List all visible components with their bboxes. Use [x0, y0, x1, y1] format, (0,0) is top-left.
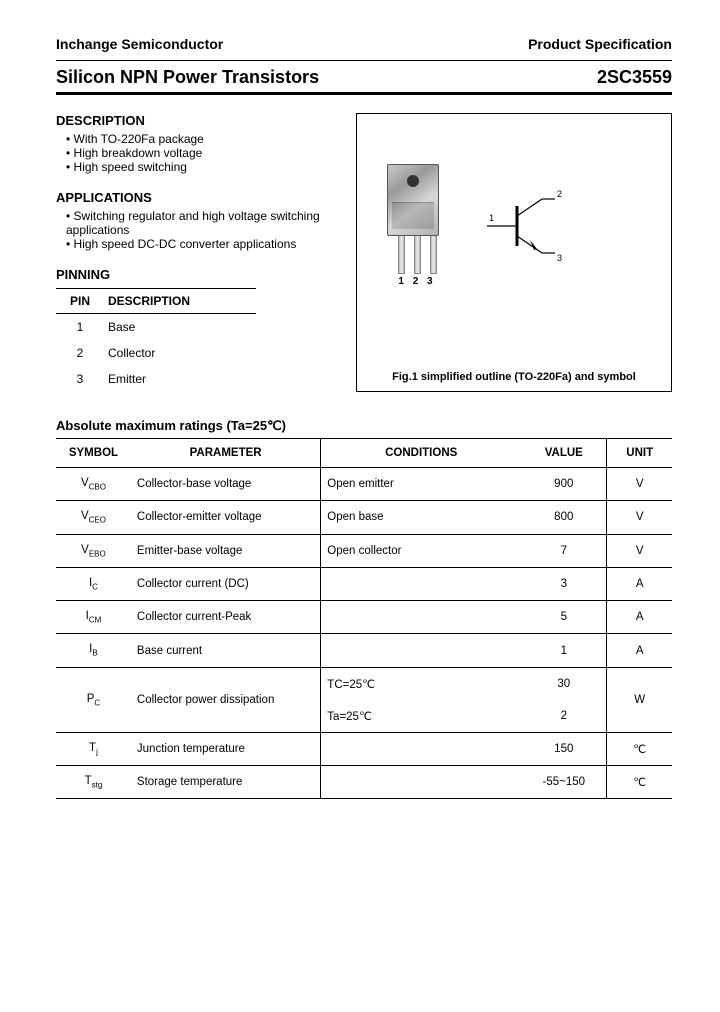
ratings-table: SYMBOL PARAMETER CONDITIONS VALUE UNIT V…: [56, 438, 672, 799]
leads: [387, 234, 447, 274]
pin-col-header: PIN: [56, 289, 104, 314]
list-item: High breakdown voltage: [66, 146, 346, 160]
list-item: With TO-220Fa package: [66, 132, 346, 146]
col-symbol: SYMBOL: [56, 439, 131, 468]
lead: [430, 234, 437, 274]
product-title: Silicon NPN Power Transistors: [56, 67, 319, 88]
lead: [398, 234, 405, 274]
figure-box: 1 2 3 1 2 3: [356, 113, 672, 392]
applications-heading: APPLICATIONS: [56, 190, 346, 205]
figure-caption: Fig.1 simplified outline (TO-220Fa) and …: [357, 371, 671, 383]
description-heading: DESCRIPTION: [56, 113, 346, 128]
list-item: Switching regulator and high voltage swi…: [66, 209, 346, 237]
col-unit: UNIT: [607, 439, 672, 468]
lead-labels: 1 2 3: [387, 276, 447, 287]
title-row: Silicon NPN Power Transistors 2SC3559: [56, 67, 672, 88]
package-drawing: 1 2 3: [387, 164, 447, 287]
col-parameter: PARAMETER: [131, 439, 321, 468]
pinning-heading: PINNING: [56, 267, 346, 282]
table-row: Tstg Storage temperature -55~150 ℃: [56, 766, 672, 799]
pin-num: 2: [56, 340, 104, 366]
table-row: ICM Collector current-Peak 5 A: [56, 601, 672, 634]
pinning-table: PIN DESCRIPTION 1 Base 2 Collector 3 Emi…: [56, 288, 256, 392]
table-row: VCBO Collector-base voltage Open emitter…: [56, 468, 672, 501]
table-row: Tj Junction temperature 150 ℃: [56, 732, 672, 765]
pin-num: 3: [56, 366, 104, 392]
table-row: IC Collector current (DC) 3 A: [56, 567, 672, 600]
table-row: VEBO Emitter-base voltage Open collector…: [56, 534, 672, 567]
datasheet-page: Inchange Semiconductor Product Specifica…: [0, 0, 720, 819]
left-column: DESCRIPTION With TO-220Fa package High b…: [56, 107, 346, 392]
lead: [414, 234, 421, 274]
symbol-pin-3: 3: [557, 253, 562, 263]
table-row: 1 Base: [56, 314, 256, 341]
doc-type: Product Specification: [528, 36, 672, 52]
desc-col-header: DESCRIPTION: [104, 289, 256, 314]
part-number: 2SC3559: [597, 67, 672, 88]
package-lower: [392, 202, 434, 229]
symbol-pin-1: 1: [489, 213, 494, 223]
company-name: Inchange Semiconductor: [56, 36, 223, 52]
symbol-pin-2: 2: [557, 189, 562, 199]
pin-desc: Base: [104, 314, 256, 341]
mounting-hole: [407, 175, 419, 187]
list-item: High speed DC-DC converter applications: [66, 237, 346, 251]
table-row: IB Base current 1 A: [56, 634, 672, 667]
list-item: High speed switching: [66, 160, 346, 174]
transistor-symbol: 1 2 3: [487, 181, 567, 271]
applications-list: Switching regulator and high voltage swi…: [66, 209, 346, 251]
package-body: [387, 164, 439, 236]
pin-num: 1: [56, 314, 104, 341]
figure-content: 1 2 3 1 2 3: [387, 164, 651, 287]
top-section: DESCRIPTION With TO-220Fa package High b…: [56, 107, 672, 392]
col-conditions: CONDITIONS: [321, 439, 521, 468]
table-row: 3 Emitter: [56, 366, 256, 392]
page-header: Inchange Semiconductor Product Specifica…: [56, 36, 672, 52]
table-row: PC Collector power dissipation TC=25℃ 30…: [56, 667, 672, 700]
table-row: VCEO Collector-emitter voltage Open base…: [56, 501, 672, 534]
table-row: 2 Collector: [56, 340, 256, 366]
pin-desc: Emitter: [104, 366, 256, 392]
pin-desc: Collector: [104, 340, 256, 366]
divider-thick: [56, 92, 672, 95]
col-value: VALUE: [521, 439, 607, 468]
ratings-heading: Absolute maximum ratings (Ta=25℃): [56, 418, 672, 434]
description-list: With TO-220Fa package High breakdown vol…: [66, 132, 346, 174]
divider: [56, 60, 672, 61]
